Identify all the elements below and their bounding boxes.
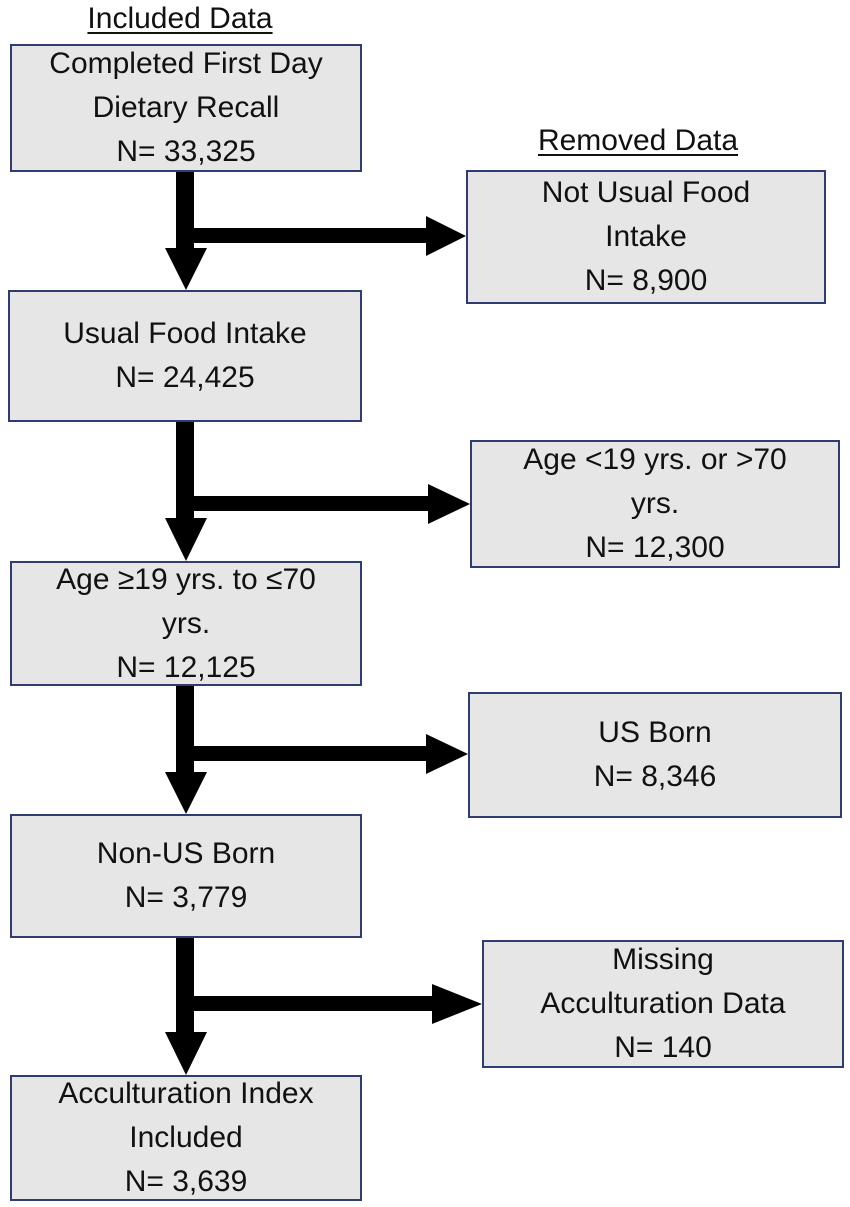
box-line: Included: [129, 1121, 243, 1154]
box-line: Age ≥19 yrs. to ≤70: [56, 562, 316, 596]
right-arrow-2: [194, 484, 470, 524]
box-line: Non-US Born: [96, 837, 276, 870]
down-arrow-2: [165, 422, 207, 561]
included-data-heading: Included Data: [87, 2, 273, 35]
box-line: Intake: [605, 220, 687, 253]
box-line: yrs.: [630, 487, 680, 520]
down-arrow-3: [165, 686, 207, 814]
box-line: Not Usual Food: [541, 176, 751, 209]
box-line: Completed First Day: [49, 47, 323, 80]
box-line: Dietary Recall: [92, 91, 280, 124]
removed-data-heading: Removed Data: [537, 124, 739, 157]
right-arrow-3: [194, 734, 468, 774]
box-line: Acculturation Index: [58, 1077, 314, 1110]
down-arrow-1: [165, 172, 207, 290]
age-outside-range-box: Age <19 yrs. or >70 yrs. N= 12,300: [470, 440, 840, 568]
box-count: N= 8,346: [593, 760, 717, 793]
box-line: Missing: [612, 943, 714, 976]
box-count: N= 24,425: [115, 361, 255, 394]
box-count: N= 33,325: [116, 135, 256, 168]
box-line: yrs.: [161, 606, 211, 640]
box-line: US Born: [598, 716, 712, 749]
box-count: N= 140: [614, 1031, 712, 1064]
not-usual-food-intake-box: Not Usual Food Intake N= 8,900: [466, 170, 826, 304]
age-19-to-70-box: Age ≥19 yrs. to ≤70 yrs. N= 12,125: [10, 561, 362, 686]
box-count: N= 8,900: [584, 264, 708, 297]
box-count: N= 12,300: [585, 531, 725, 564]
box-count: N= 12,125: [116, 650, 256, 684]
usual-food-intake-box: Usual Food Intake N= 24,425: [8, 290, 362, 422]
down-arrow-4: [165, 938, 207, 1075]
box-count: N= 3,639: [124, 1165, 248, 1198]
acculturation-index-included-box: Acculturation Index Included N= 3,639: [10, 1075, 362, 1201]
us-born-box: US Born N= 8,346: [468, 692, 842, 818]
completed-first-day-box: Completed First Day Dietary Recall N= 33…: [10, 44, 362, 172]
box-line: Acculturation Data: [540, 987, 786, 1020]
box-line: Age <19 yrs. or >70: [523, 443, 787, 476]
right-arrow-4: [194, 984, 482, 1024]
right-arrow-1: [194, 216, 466, 256]
missing-acculturation-box: Missing Acculturation Data N= 140: [482, 940, 844, 1068]
box-count: N= 3,779: [124, 881, 248, 914]
box-line: Usual Food Intake: [63, 317, 307, 350]
non-us-born-box: Non-US Born N= 3,779: [10, 814, 362, 938]
